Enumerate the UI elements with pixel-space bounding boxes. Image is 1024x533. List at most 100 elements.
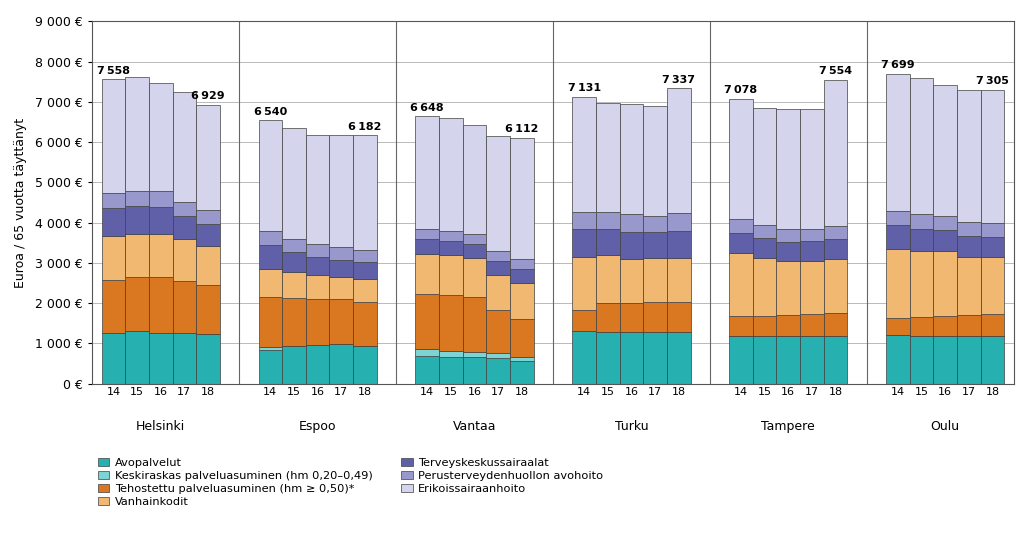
Bar <box>667 88 690 214</box>
Bar <box>197 104 220 210</box>
Bar <box>753 316 776 336</box>
Text: Espoo: Espoo <box>299 420 336 433</box>
Bar <box>667 214 690 231</box>
Bar <box>643 332 667 384</box>
Bar <box>667 332 690 384</box>
Bar <box>909 251 934 317</box>
Bar <box>353 135 377 249</box>
Bar <box>101 236 125 280</box>
Bar <box>957 315 981 336</box>
Text: 7 078: 7 078 <box>724 85 758 95</box>
Text: Oulu: Oulu <box>931 420 959 433</box>
Bar <box>776 229 800 241</box>
Bar <box>510 357 534 361</box>
Bar <box>800 336 823 384</box>
Bar <box>753 258 776 316</box>
Bar <box>306 257 330 275</box>
Bar <box>729 336 753 384</box>
Bar <box>439 295 463 351</box>
Bar <box>620 231 643 259</box>
Bar <box>572 257 596 310</box>
Bar <box>486 358 510 384</box>
Bar <box>776 261 800 315</box>
Bar <box>729 316 753 336</box>
Bar <box>486 251 510 261</box>
Bar <box>667 302 690 332</box>
Bar <box>306 275 330 299</box>
Bar <box>823 227 848 239</box>
Bar <box>463 297 486 352</box>
Bar <box>934 336 957 384</box>
Bar <box>572 96 596 212</box>
Bar <box>957 90 981 222</box>
Bar <box>172 216 197 239</box>
Bar <box>823 79 848 227</box>
Bar <box>776 241 800 261</box>
Bar <box>934 316 957 336</box>
Bar <box>197 334 220 384</box>
Bar <box>101 79 125 193</box>
Bar <box>125 77 148 190</box>
Bar <box>620 104 643 214</box>
Bar <box>148 235 172 277</box>
Text: Tampere: Tampere <box>762 420 815 433</box>
Bar <box>353 346 377 384</box>
Bar <box>909 214 934 229</box>
Bar <box>101 193 125 208</box>
Bar <box>753 238 776 258</box>
Bar <box>596 103 620 213</box>
Bar <box>486 353 510 358</box>
Bar <box>463 357 486 384</box>
Bar <box>667 258 690 302</box>
Bar <box>667 231 690 258</box>
Bar <box>909 229 934 251</box>
Bar <box>197 286 220 334</box>
Bar <box>306 299 330 345</box>
Bar <box>125 206 148 235</box>
Bar <box>172 281 197 333</box>
Bar <box>596 213 620 229</box>
Text: Vantaa: Vantaa <box>453 420 497 433</box>
Bar <box>510 138 534 259</box>
Bar <box>306 245 330 257</box>
Bar <box>283 239 306 252</box>
Bar <box>800 241 823 261</box>
Bar <box>800 229 823 241</box>
Bar <box>330 277 353 299</box>
Bar <box>886 335 909 384</box>
Bar <box>886 211 909 225</box>
Bar <box>463 258 486 297</box>
Bar <box>463 244 486 258</box>
Bar <box>353 279 377 302</box>
Bar <box>353 262 377 279</box>
Bar <box>416 116 439 229</box>
Bar <box>439 255 463 295</box>
Bar <box>886 249 909 318</box>
Bar <box>439 118 463 231</box>
Bar <box>258 297 283 347</box>
Bar <box>776 315 800 336</box>
Bar <box>643 216 667 232</box>
Bar <box>510 269 534 283</box>
Bar <box>172 201 197 216</box>
Bar <box>306 135 330 245</box>
Bar <box>486 136 510 251</box>
Bar <box>934 252 957 316</box>
Bar <box>776 109 800 229</box>
Legend: Avopalvelut, Keskiraskas palveluasuminen (hm 0,20–0,49), Tehostettu palveluasumi: Avopalvelut, Keskiraskas palveluasuminen… <box>98 458 603 507</box>
Bar <box>572 332 596 384</box>
Bar <box>148 333 172 384</box>
Bar <box>148 277 172 333</box>
Bar <box>258 120 283 231</box>
Bar <box>330 260 353 277</box>
Bar <box>729 253 753 316</box>
Bar <box>886 318 909 335</box>
Bar <box>416 229 439 239</box>
Bar <box>643 232 667 259</box>
Bar <box>981 257 1005 314</box>
Bar <box>172 92 197 201</box>
Bar <box>125 331 148 384</box>
Bar <box>909 78 934 214</box>
Bar <box>510 283 534 319</box>
Text: Helsinki: Helsinki <box>136 420 185 433</box>
